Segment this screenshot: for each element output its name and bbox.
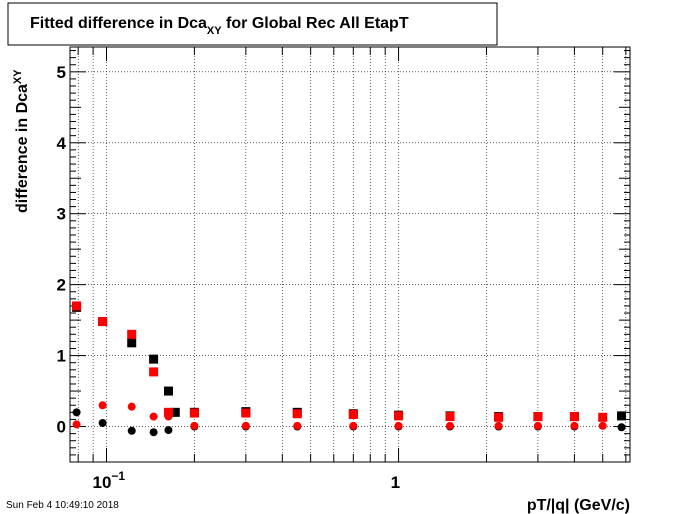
y-tick-label: 4 — [57, 134, 67, 153]
data-point — [170, 407, 180, 417]
data-markers — [72, 301, 627, 437]
data-point — [127, 402, 136, 411]
data-point — [72, 408, 81, 417]
data-point — [149, 367, 159, 377]
data-point — [149, 412, 158, 421]
data-point — [98, 317, 108, 327]
y-tick-label: 1 — [57, 347, 66, 366]
data-point — [445, 421, 454, 430]
data-point — [394, 411, 404, 421]
data-point — [189, 408, 199, 418]
data-point — [494, 412, 504, 422]
y-axis-label: difference in DcaXY — [12, 69, 31, 213]
y-tick-label: 0 — [57, 418, 66, 437]
data-point — [72, 301, 82, 311]
data-point — [98, 418, 107, 427]
data-point — [617, 423, 626, 432]
chart-title: Fitted difference in DcaXY for Global Re… — [30, 15, 409, 37]
y-tick-label: 3 — [57, 205, 66, 224]
data-point — [127, 426, 136, 435]
data-point — [163, 407, 173, 417]
data-point — [293, 421, 302, 430]
data-point — [241, 408, 251, 418]
x-axis-label: pT/|q| (GeV/c) — [527, 497, 630, 514]
data-point — [127, 338, 137, 348]
data-point — [72, 420, 81, 429]
data-point — [349, 421, 358, 430]
data-point — [598, 421, 607, 430]
data-point — [190, 421, 199, 430]
data-point — [292, 409, 302, 419]
data-point — [241, 421, 250, 430]
data-point — [494, 421, 503, 430]
title-box — [7, 2, 498, 46]
data-point — [569, 412, 579, 422]
data-point — [164, 426, 173, 435]
timestamp: Sun Feb 4 10:49:10 2018 — [6, 500, 119, 511]
data-point — [394, 421, 403, 430]
data-point — [617, 411, 627, 421]
y-tick-label: 5 — [57, 63, 66, 82]
x-tick-label: 10−1 — [92, 469, 125, 492]
x-tick-label: 1 — [391, 473, 400, 492]
plot-frame — [69, 46, 631, 463]
data-point — [98, 401, 107, 410]
data-point — [149, 428, 158, 437]
y-tick-label: 2 — [57, 276, 66, 295]
data-point — [348, 409, 358, 419]
data-point — [163, 386, 173, 396]
data-point — [127, 329, 137, 339]
grid-lines — [70, 47, 630, 462]
data-point — [533, 421, 542, 430]
data-point — [570, 421, 579, 430]
data-point — [164, 412, 173, 421]
data-point — [598, 412, 608, 422]
data-point — [533, 412, 543, 422]
axis-ticks — [70, 47, 630, 462]
data-point — [445, 412, 455, 422]
tick-labels: 0 1 2 3 4 5 10−1 1 — [57, 63, 401, 492]
data-point — [149, 354, 159, 364]
